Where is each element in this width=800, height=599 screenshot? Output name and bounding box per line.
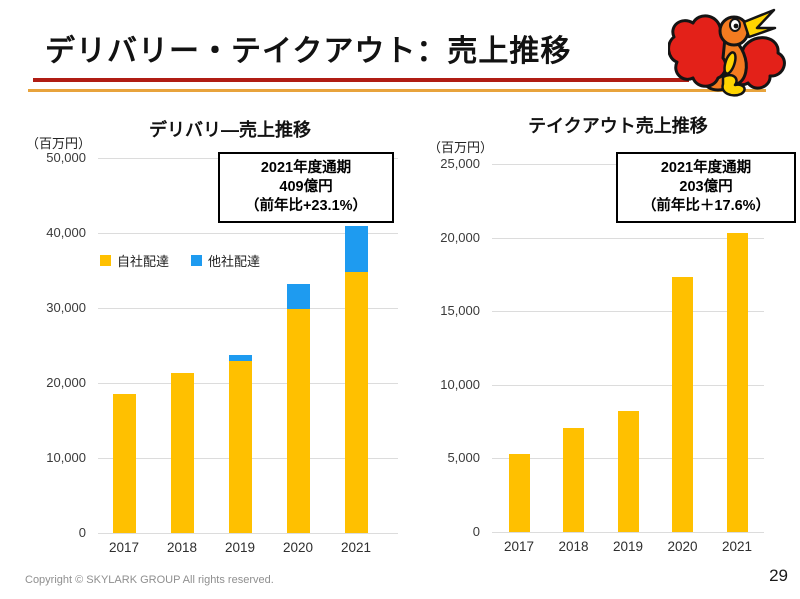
y-tick-label: 15,000	[440, 303, 480, 319]
takeout-plot-area	[492, 164, 764, 533]
delivery-callout-line3: （前年比+23.1%）	[244, 198, 368, 215]
x-tick-label-2021: 2021	[340, 540, 372, 555]
delivery-chart-title: デリバリ―売上推移	[149, 120, 311, 140]
bar-2021-他社配達	[344, 226, 368, 272]
delivery-callout-line2: 409億円	[279, 179, 333, 196]
title-underline-orange	[28, 89, 766, 92]
y-tick-label: 20,000	[440, 229, 480, 245]
bar-2017-テイクアウト	[508, 453, 530, 532]
y-tick-label: 10,000	[46, 450, 86, 465]
takeout-chart-title: テイクアウト売上推移	[528, 116, 708, 136]
x-tick-label-2021: 2021	[721, 539, 753, 554]
takeout-chart: テイクアウト売上推移 （百万円） 2021年度通期 203億円 （前年比＋17.…	[418, 108, 796, 570]
gridline-40000	[98, 233, 398, 234]
takeout-y-axis-unit: （百万円）	[428, 140, 494, 155]
takeout-callout-line2: 203億円	[679, 179, 733, 196]
y-tick-label: 40,000	[46, 225, 86, 240]
takeout-callout-line3: （前年比＋17.6%）	[641, 198, 771, 215]
y-tick-label: 20,000	[46, 375, 86, 390]
y-tick-label: 10,000	[440, 376, 480, 392]
own-delivery-legend-label: 自社配達	[117, 254, 170, 269]
own-delivery-swatch-icon	[100, 255, 111, 266]
gridline-0	[492, 532, 764, 533]
y-tick-label: 0	[472, 524, 480, 539]
x-tick-label-2018: 2018	[166, 540, 198, 555]
x-tick-label-2017: 2017	[503, 539, 535, 554]
gridline-10000	[492, 384, 764, 386]
delivery-legend: 自社配達 他社配達	[100, 251, 260, 270]
y-tick-label: 50,000	[46, 150, 86, 165]
bar-2017-自社配達	[112, 394, 136, 533]
other-delivery-legend-label: 他社配達	[208, 254, 261, 269]
skylark-bird-logo	[667, 4, 796, 98]
x-tick-label-2020: 2020	[667, 539, 698, 554]
bar-2021-自社配達	[344, 272, 368, 533]
x-tick-label-2019: 2019	[612, 539, 644, 554]
gridline-30000	[98, 308, 398, 309]
takeout-2021-callout: 2021年度通期 203億円 （前年比＋17.6%）	[616, 152, 796, 224]
x-tick-label-2019: 2019	[224, 540, 256, 555]
bar-2020-自社配達	[286, 308, 310, 533]
y-tick-label: 25,000	[440, 156, 480, 171]
y-tick-label: 0	[78, 525, 86, 540]
bar-2018-自社配達	[170, 372, 194, 533]
other-delivery-swatch-icon	[191, 255, 203, 266]
legend-item-other-delivery: 他社配達	[191, 251, 260, 270]
y-tick-label: 5,000	[447, 450, 480, 466]
bar-2018-テイクアウト	[563, 427, 584, 532]
bird-mascot-icon	[667, 8, 786, 97]
x-tick-label-2020: 2020	[282, 540, 314, 555]
bar-2021-テイクアウト	[726, 233, 748, 532]
bar-2020-他社配達	[286, 284, 310, 309]
gridline-15000	[492, 311, 764, 313]
gridline-20000	[492, 237, 764, 239]
bar-2019-自社配達	[228, 361, 252, 533]
delivery-2021-callout: 2021年度通期 409億円 （前年比+23.1%）	[218, 152, 394, 224]
x-tick-label-2018: 2018	[558, 539, 589, 554]
copyright-text: Copyright © SKYLARK GROUP All rights res…	[25, 574, 274, 586]
delivery-chart: デリバリ―売上推移 （百万円） 自社配達 他社配達 2021年度通期 409億円…	[20, 110, 412, 570]
delivery-y-axis-unit: （百万円）	[26, 136, 92, 151]
page-title: デリバリー・テイクアウト：売上推移	[45, 35, 572, 68]
delivery-callout-line1: 2021年度通期	[260, 160, 352, 176]
bar-2019-他社配達	[228, 355, 252, 362]
page-number: 29	[769, 566, 788, 585]
bar-2019-テイクアウト	[617, 411, 639, 532]
gridline-0	[98, 533, 398, 534]
y-tick-label: 30,000	[46, 300, 86, 315]
bar-2020-テイクアウト	[672, 277, 693, 532]
x-tick-label-2017: 2017	[108, 540, 140, 555]
title-underline-red	[33, 78, 689, 82]
takeout-callout-line1: 2021年度通期	[660, 160, 752, 176]
delivery-plot-area	[98, 158, 398, 534]
legend-item-own-delivery: 自社配達	[100, 251, 169, 270]
